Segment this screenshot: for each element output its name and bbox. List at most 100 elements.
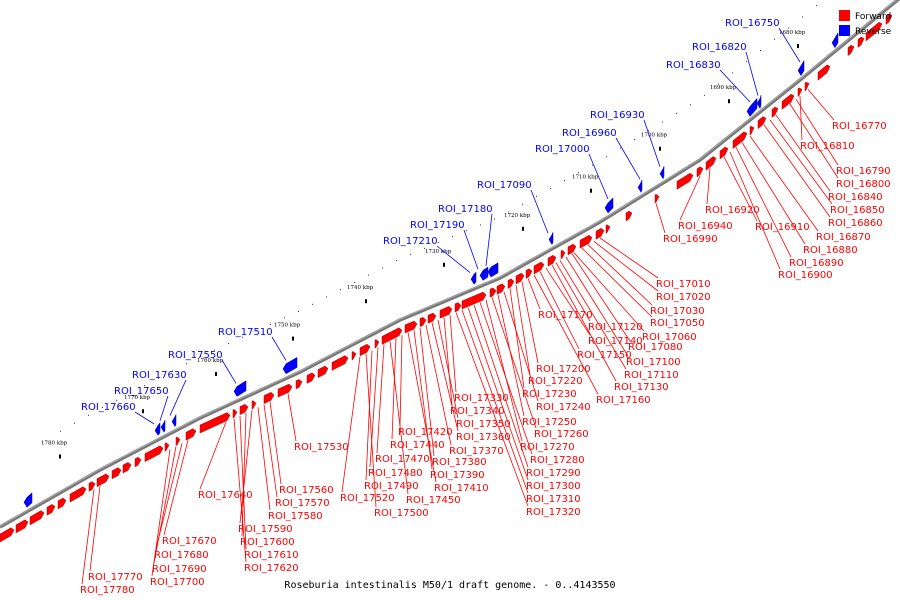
forward-gene-label[interactable]: ROI_17370	[449, 446, 504, 457]
forward-gene[interactable]	[239, 404, 249, 415]
reverse-gene[interactable]	[637, 179, 643, 193]
reverse-gene[interactable]	[487, 262, 499, 278]
forward-gene[interactable]	[88, 481, 96, 492]
forward-gene[interactable]	[122, 462, 132, 474]
forward-gene[interactable]	[144, 445, 164, 463]
forward-gene-label[interactable]: ROI_16940	[678, 221, 733, 232]
reverse-gene-label[interactable]: ROI_17190	[410, 220, 465, 231]
forward-gene-label[interactable]: ROI_17610	[244, 550, 299, 561]
forward-gene-label[interactable]: ROI_16770	[832, 121, 887, 132]
forward-gene[interactable]	[251, 400, 257, 410]
forward-gene-label[interactable]: ROI_17270	[520, 442, 575, 453]
forward-gene-label[interactable]: ROI_17500	[374, 508, 429, 519]
forward-gene-label[interactable]: ROI_16990	[663, 234, 718, 245]
forward-gene-label[interactable]: ROI_17030	[650, 306, 705, 317]
forward-gene-label[interactable]: ROI_17050	[650, 318, 705, 329]
forward-gene-label[interactable]: ROI_17310	[526, 494, 581, 505]
forward-gene-label[interactable]: ROI_17100	[626, 357, 681, 368]
forward-gene[interactable]	[439, 306, 453, 319]
forward-gene[interactable]	[732, 131, 748, 150]
reverse-gene[interactable]	[756, 95, 762, 110]
reverse-gene[interactable]	[282, 356, 298, 375]
forward-gene-label[interactable]: ROI_17490	[364, 481, 419, 492]
forward-gene[interactable]	[96, 473, 110, 488]
forward-gene-label[interactable]: ROI_16810	[800, 141, 855, 152]
forward-gene-label[interactable]: ROI_17320	[526, 507, 581, 518]
forward-gene-label[interactable]: ROI_17520	[340, 493, 395, 504]
forward-gene-label[interactable]: ROI_17140	[588, 336, 643, 347]
forward-gene-label[interactable]: ROI_17160	[596, 395, 651, 406]
forward-gene-label[interactable]: ROI_17580	[268, 511, 323, 522]
forward-gene-label[interactable]: ROI_17250	[522, 417, 577, 428]
forward-gene[interactable]	[461, 291, 487, 310]
reverse-gene[interactable]	[154, 422, 161, 436]
reverse-gene-label[interactable]: ROI_16930	[590, 110, 645, 121]
reverse-gene[interactable]	[746, 97, 758, 117]
reverse-gene-label[interactable]: ROI_16960	[562, 128, 617, 139]
forward-gene[interactable]	[595, 228, 605, 240]
forward-gene-label[interactable]: ROI_16890	[789, 258, 844, 269]
forward-gene[interactable]	[696, 166, 704, 178]
forward-gene[interactable]	[579, 234, 593, 249]
forward-gene-label[interactable]: ROI_17290	[526, 468, 581, 479]
forward-gene[interactable]	[507, 278, 515, 289]
reverse-gene-label[interactable]: ROI_16820	[692, 42, 747, 53]
forward-gene-label[interactable]: ROI_16870	[816, 232, 871, 243]
forward-gene-label[interactable]: ROI_17060	[642, 332, 697, 343]
forward-gene-label[interactable]: ROI_17600	[240, 537, 295, 548]
forward-gene[interactable]	[533, 261, 545, 275]
reverse-gene[interactable]	[233, 380, 247, 397]
forward-gene-label[interactable]: ROI_16900	[778, 270, 833, 281]
forward-gene-label[interactable]: ROI_17780	[80, 585, 135, 596]
forward-gene[interactable]	[57, 497, 67, 510]
forward-gene-label[interactable]: ROI_16840	[828, 192, 883, 203]
forward-gene-label[interactable]: ROI_16920	[705, 205, 760, 216]
forward-gene-label[interactable]: ROI_17470	[375, 454, 430, 465]
forward-gene-label[interactable]: ROI_16800	[836, 179, 891, 190]
forward-gene[interactable]	[719, 146, 729, 160]
forward-gene-label[interactable]: ROI_17110	[624, 370, 679, 381]
forward-gene[interactable]	[857, 36, 865, 48]
forward-gene[interactable]	[232, 409, 238, 419]
forward-gene[interactable]	[0, 527, 15, 543]
forward-gene-label[interactable]: ROI_17360	[456, 432, 511, 443]
reverse-gene[interactable]	[604, 197, 614, 214]
forward-gene[interactable]	[15, 519, 29, 534]
forward-gene-label[interactable]: ROI_17420	[398, 427, 453, 438]
forward-gene-label[interactable]: ROI_17220	[528, 376, 583, 387]
reverse-gene-label[interactable]: ROI_17090	[477, 180, 532, 191]
forward-gene[interactable]	[865, 21, 883, 42]
forward-gene-label[interactable]: ROI_16850	[830, 205, 885, 216]
reverse-gene[interactable]	[797, 59, 805, 77]
forward-gene[interactable]	[263, 392, 275, 404]
forward-gene[interactable]	[185, 428, 197, 441]
forward-gene-label[interactable]: ROI_17120	[588, 322, 643, 333]
forward-gene[interactable]	[560, 250, 566, 260]
reverse-gene[interactable]	[831, 31, 839, 49]
forward-gene-label[interactable]: ROI_17200	[536, 364, 591, 375]
forward-gene-label[interactable]: ROI_17010	[656, 279, 711, 290]
forward-gene[interactable]	[381, 327, 403, 345]
forward-gene[interactable]	[175, 436, 181, 446]
reverse-gene-label[interactable]: ROI_17550	[168, 350, 223, 361]
reverse-gene-label[interactable]: ROI_17660	[81, 402, 136, 413]
forward-gene-label[interactable]: ROI_17560	[279, 485, 334, 496]
reverse-gene[interactable]	[548, 232, 554, 246]
forward-gene[interactable]	[705, 156, 717, 171]
forward-gene[interactable]	[419, 317, 427, 327]
forward-gene-label[interactable]: ROI_17130	[614, 382, 669, 393]
forward-gene-label[interactable]: ROI_17450	[406, 495, 461, 506]
forward-gene-label[interactable]: ROI_17350	[456, 419, 511, 430]
reverse-gene[interactable]	[160, 420, 166, 433]
forward-gene[interactable]	[515, 272, 525, 285]
forward-gene-label[interactable]: ROI_17620	[244, 563, 299, 574]
forward-gene-label[interactable]: ROI_17590	[238, 524, 293, 535]
forward-gene-label[interactable]: ROI_17240	[536, 402, 591, 413]
forward-gene[interactable]	[804, 81, 810, 92]
reverse-gene-label[interactable]: ROI_17210	[383, 236, 438, 247]
forward-gene[interactable]	[496, 283, 506, 295]
forward-gene-label[interactable]: ROI_17640	[198, 490, 253, 501]
forward-gene-label[interactable]: ROI_17390	[430, 470, 485, 481]
forward-gene[interactable]	[654, 194, 660, 204]
forward-gene-label[interactable]: ROI_17690	[152, 564, 207, 575]
